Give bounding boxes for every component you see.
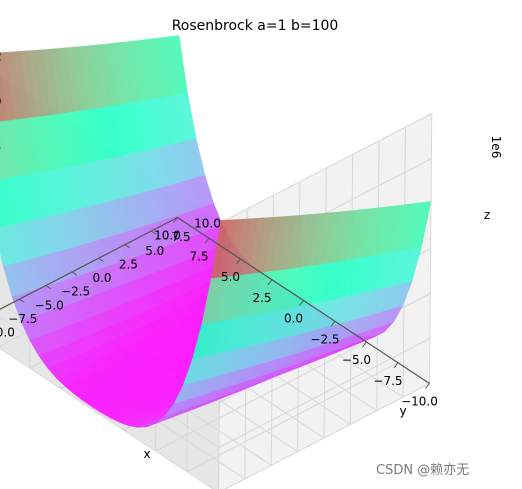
x-tick-label: 10.0 (154, 229, 181, 243)
x-axis-label: x (143, 447, 150, 461)
x-tick-label: −5.0 (342, 353, 371, 367)
surface-plot (0, 35, 432, 428)
floor-grid-line-y-0 (0, 347, 215, 489)
y-tick-label: 5.0 (145, 244, 164, 258)
y-tick-label: 7.5 (172, 230, 191, 244)
y-tick-label: 10.0 (194, 217, 221, 231)
x-tick-mark (425, 383, 430, 389)
watermark: CSDN @赖亦无 (376, 462, 469, 478)
z-tick-label: 1.0 (0, 95, 1, 109)
y-tick-label: −5.0 (35, 298, 64, 312)
y-tick-mark (71, 271, 78, 276)
left-grid-line-z-0 (218, 338, 431, 448)
x-tick-mark (236, 258, 241, 265)
x-tick-label: 0.0 (284, 312, 303, 326)
x-tick-label: 2.5 (252, 291, 271, 305)
z-tick-label: 0.8 (0, 140, 1, 154)
x-tick-mark (299, 300, 304, 306)
tick-labels: −10.0−7.5−5.0−2.50.02.55.07.510.0−10.0−7… (0, 50, 438, 409)
z-axis-label: z (484, 208, 490, 222)
y-tick-mark (177, 217, 183, 221)
x-tick-mark (362, 341, 367, 348)
left-grid-line-z-5 (220, 113, 433, 223)
y-tick-mark (18, 298, 25, 303)
x-tick-mark (330, 320, 336, 327)
x-tick-mark (393, 362, 399, 369)
x-tick-mark (204, 237, 210, 244)
x-tick-label: −2.5 (310, 332, 339, 346)
x-tick-mark (173, 217, 178, 223)
surface-patch (413, 201, 432, 249)
z-tick-label: 0.6 (0, 185, 1, 199)
chart-title: Rosenbrock a=1 b=100 (172, 18, 339, 34)
x-tick-label: 5.0 (221, 270, 240, 284)
y-tick-mark (45, 285, 51, 290)
y-tick-label: −7.5 (8, 312, 37, 326)
y-tick-label: 2.5 (119, 257, 138, 271)
y-tick-label: 0.0 (92, 271, 111, 285)
y-tick-mark (124, 244, 131, 249)
x-tick-mark (267, 279, 273, 286)
y-tick-mark (98, 257, 104, 262)
y-tick-label: −10.0 (0, 326, 15, 340)
z-tick-label: 1.2 (0, 50, 2, 64)
z-offset-label: 1e6 (489, 136, 503, 159)
y-tick-mark (150, 230, 157, 235)
y-tick-label: −2.5 (61, 285, 90, 299)
x-tick-label: −10.0 (401, 395, 438, 409)
y-axis-label: y (399, 404, 406, 418)
x-tick-label: 7.5 (189, 249, 208, 263)
x-tick-label: −7.5 (373, 374, 402, 388)
